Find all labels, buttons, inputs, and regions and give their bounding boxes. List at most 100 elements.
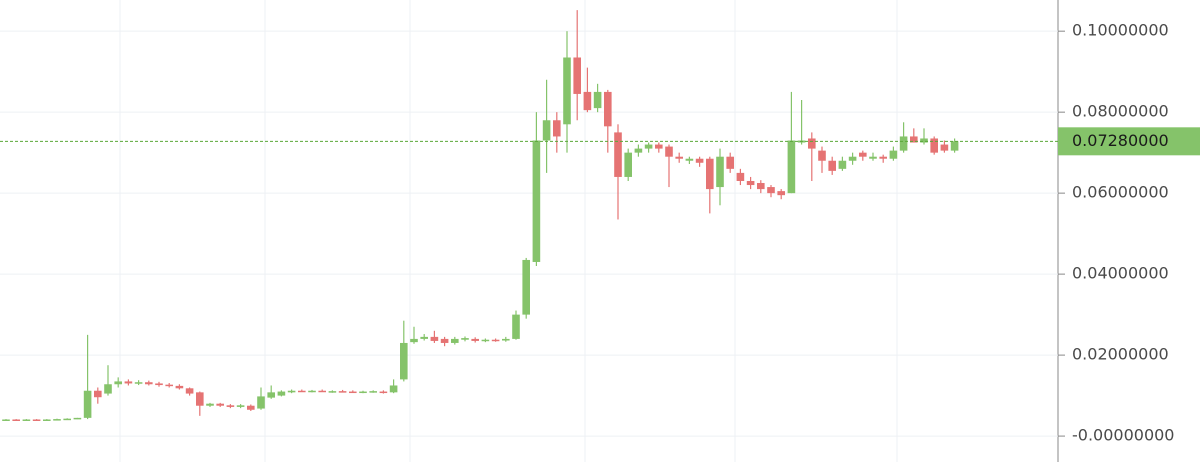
candle-body xyxy=(522,259,530,315)
candle-body xyxy=(124,381,133,384)
candle-body xyxy=(593,91,602,109)
candle-body xyxy=(573,57,581,94)
candle-body xyxy=(328,391,337,393)
candle-body xyxy=(196,392,204,406)
candle-body xyxy=(879,156,887,159)
y-tick-label: -0.00000000 xyxy=(1072,426,1174,445)
candle-body xyxy=(440,338,449,343)
candle-body xyxy=(400,342,408,380)
candle-body xyxy=(665,146,673,157)
candle-body xyxy=(73,417,82,420)
candle-body xyxy=(706,158,714,190)
candle-body xyxy=(675,156,683,159)
candle-body xyxy=(369,391,377,393)
candle-body xyxy=(644,144,653,149)
candle-body xyxy=(787,140,796,194)
candle-body xyxy=(349,391,357,394)
candle-body xyxy=(614,132,622,177)
candle-body xyxy=(502,338,510,341)
candle-body xyxy=(338,391,347,393)
candle-body xyxy=(889,150,898,159)
candle-body xyxy=(257,396,265,409)
candle-body xyxy=(950,141,959,151)
candle-body xyxy=(604,91,612,127)
candle-body xyxy=(542,120,551,141)
candle-body xyxy=(185,388,194,394)
y-tick-label: 0.06000000 xyxy=(1072,183,1169,202)
candle-body xyxy=(389,385,398,393)
y-tick-label: 0.02000000 xyxy=(1072,345,1169,364)
candle-body xyxy=(114,381,122,385)
candle-body xyxy=(634,148,643,153)
candle-body xyxy=(83,390,92,418)
candle-body xyxy=(461,338,469,340)
candle-body xyxy=(777,191,785,196)
candle-body xyxy=(583,91,592,111)
candle-body xyxy=(930,138,938,153)
candle-body xyxy=(94,390,102,398)
candle-body xyxy=(491,339,500,342)
candle-body xyxy=(298,390,306,393)
candle-body xyxy=(165,384,173,387)
candle-body xyxy=(624,152,632,177)
candle-body xyxy=(12,419,20,421)
candle-body xyxy=(818,150,826,161)
candle-body xyxy=(716,156,724,188)
candle-body xyxy=(481,339,490,342)
candle-body xyxy=(512,314,520,339)
candle-body xyxy=(43,419,51,421)
last-price-badge xyxy=(1058,127,1200,156)
y-tick-label: 0.04000000 xyxy=(1072,264,1169,283)
candle-body xyxy=(920,138,928,143)
candle-body xyxy=(828,160,836,171)
candle-body xyxy=(563,57,571,125)
candle-body xyxy=(430,336,439,341)
candle-body xyxy=(451,338,459,343)
candle-body xyxy=(848,156,857,161)
candle-body xyxy=(226,405,235,407)
candle-body xyxy=(155,383,163,386)
candle-body xyxy=(236,405,245,407)
candle-body xyxy=(318,390,326,393)
candle-body xyxy=(532,140,541,262)
candle-body xyxy=(145,382,153,385)
candle-body xyxy=(216,403,224,406)
candle-body xyxy=(53,419,61,421)
candle-body xyxy=(859,152,867,157)
candle-body xyxy=(32,419,41,421)
candle-body xyxy=(22,419,31,421)
candle-body xyxy=(757,183,765,190)
candle-body xyxy=(685,158,694,161)
candle-body xyxy=(471,338,479,341)
candle-body xyxy=(2,419,10,421)
y-tick-label: 0.08000000 xyxy=(1072,102,1169,121)
candle-body xyxy=(869,156,877,159)
candle-body xyxy=(899,136,908,151)
candle-body xyxy=(808,138,816,149)
candle-body xyxy=(553,120,561,137)
candle-body xyxy=(63,418,71,421)
candle-body xyxy=(379,391,388,394)
candle-body xyxy=(287,390,296,393)
time-grid xyxy=(119,0,898,462)
candle-body xyxy=(277,391,286,396)
candle-body xyxy=(247,405,255,410)
candle-body xyxy=(104,384,112,394)
candle-body xyxy=(175,385,184,389)
candle-body xyxy=(359,391,367,394)
candle-body xyxy=(767,187,775,194)
candle-body xyxy=(267,392,275,398)
candle-body xyxy=(726,156,734,169)
candle-body xyxy=(206,403,214,406)
candle-body xyxy=(736,172,745,181)
candle-body xyxy=(838,160,847,169)
last-price-label: 0.07280000 xyxy=(1072,131,1169,150)
candle-body xyxy=(655,144,663,149)
candle-body xyxy=(695,158,704,163)
candle-body xyxy=(410,338,418,343)
candle-body xyxy=(940,144,949,151)
candle-body xyxy=(746,180,755,186)
candle-body xyxy=(420,336,428,339)
